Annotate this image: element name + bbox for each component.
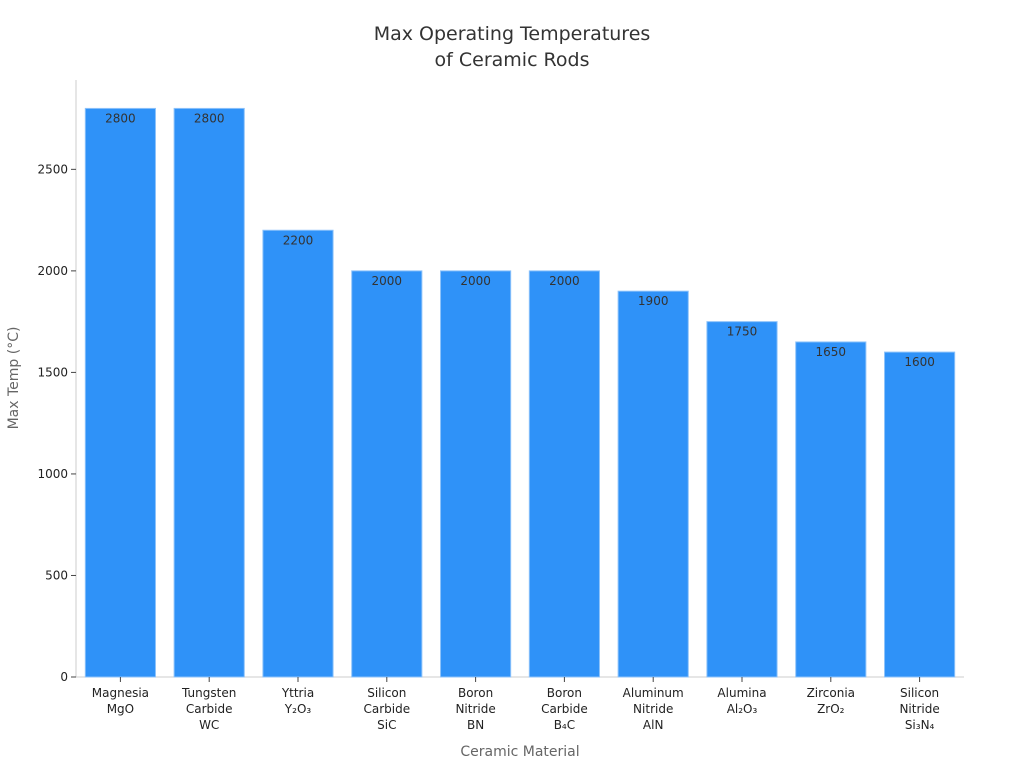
y-tick-label: 2000 bbox=[37, 264, 68, 278]
x-tick-label: Boron bbox=[547, 686, 582, 700]
data-label: 1900 bbox=[638, 294, 669, 308]
bar bbox=[351, 270, 423, 678]
x-tick-label: Al₂O₃ bbox=[727, 702, 758, 716]
bar bbox=[617, 290, 689, 678]
x-tick-label: Si₃N₄ bbox=[905, 718, 935, 732]
bar bbox=[173, 107, 245, 678]
x-tick-label: Carbide bbox=[186, 702, 233, 716]
y-axis-label: Max Temp (°C) bbox=[6, 327, 22, 430]
x-tick-label: Carbide bbox=[363, 702, 410, 716]
bar bbox=[706, 321, 778, 678]
x-tick-label: MgO bbox=[107, 702, 134, 716]
data-label: 2000 bbox=[549, 274, 580, 288]
x-tick-label: Silicon bbox=[367, 686, 406, 700]
y-tick-label: 1000 bbox=[37, 467, 68, 481]
x-tick-label: WC bbox=[199, 718, 219, 732]
data-label: 1750 bbox=[727, 325, 758, 339]
x-tick-label: Magnesia bbox=[92, 686, 149, 700]
x-tick-label: ZrO₂ bbox=[817, 702, 845, 716]
x-tick-label: Yttria bbox=[281, 686, 314, 700]
x-tick-label: B₄C bbox=[554, 718, 575, 732]
x-tick-label: Carbide bbox=[541, 702, 588, 716]
data-label: 2200 bbox=[283, 233, 314, 247]
y-tick-label: 2500 bbox=[37, 162, 68, 176]
data-label: 1650 bbox=[816, 345, 847, 359]
bar bbox=[528, 270, 600, 678]
x-tick-label: Alumina bbox=[717, 686, 766, 700]
x-tick-label: Nitride bbox=[455, 702, 495, 716]
x-tick-label: Zirconia bbox=[807, 686, 855, 700]
x-tick-label: Aluminum bbox=[623, 686, 684, 700]
data-label: 2000 bbox=[460, 274, 491, 288]
plot-area: 0 500 1000 1500 2000 2500 2800 Magnesia MgO 2800 T… bbox=[37, 80, 964, 732]
x-axis-label: Ceramic Material bbox=[460, 744, 579, 760]
bar bbox=[84, 107, 156, 678]
x-tick-label: Nitride bbox=[899, 702, 939, 716]
bar bbox=[440, 270, 512, 678]
bar bbox=[262, 229, 334, 678]
chart-title-line-1: Max Operating Temperatures bbox=[374, 23, 651, 45]
x-tick-label: Nitride bbox=[633, 702, 673, 716]
data-label: 2000 bbox=[372, 274, 403, 288]
chart-title-line-2: of Ceramic Rods bbox=[435, 49, 590, 71]
x-tick-label: Tungsten bbox=[181, 686, 236, 700]
x-tick-label: Boron bbox=[458, 686, 493, 700]
data-label: 1600 bbox=[904, 355, 935, 369]
bar bbox=[795, 341, 867, 678]
x-tick-label: AlN bbox=[643, 718, 664, 732]
y-tick-label: 0 bbox=[60, 670, 68, 684]
bar bbox=[884, 351, 956, 678]
y-tick-label: 500 bbox=[45, 568, 68, 582]
x-tick-label: Silicon bbox=[900, 686, 939, 700]
x-tick-label: BN bbox=[467, 718, 484, 732]
data-label: 2800 bbox=[105, 111, 136, 125]
x-tick-label: Y₂O₃ bbox=[284, 702, 312, 716]
data-label: 2800 bbox=[194, 111, 225, 125]
x-tick-label: SiC bbox=[377, 718, 396, 732]
y-tick-label: 1500 bbox=[37, 365, 68, 379]
